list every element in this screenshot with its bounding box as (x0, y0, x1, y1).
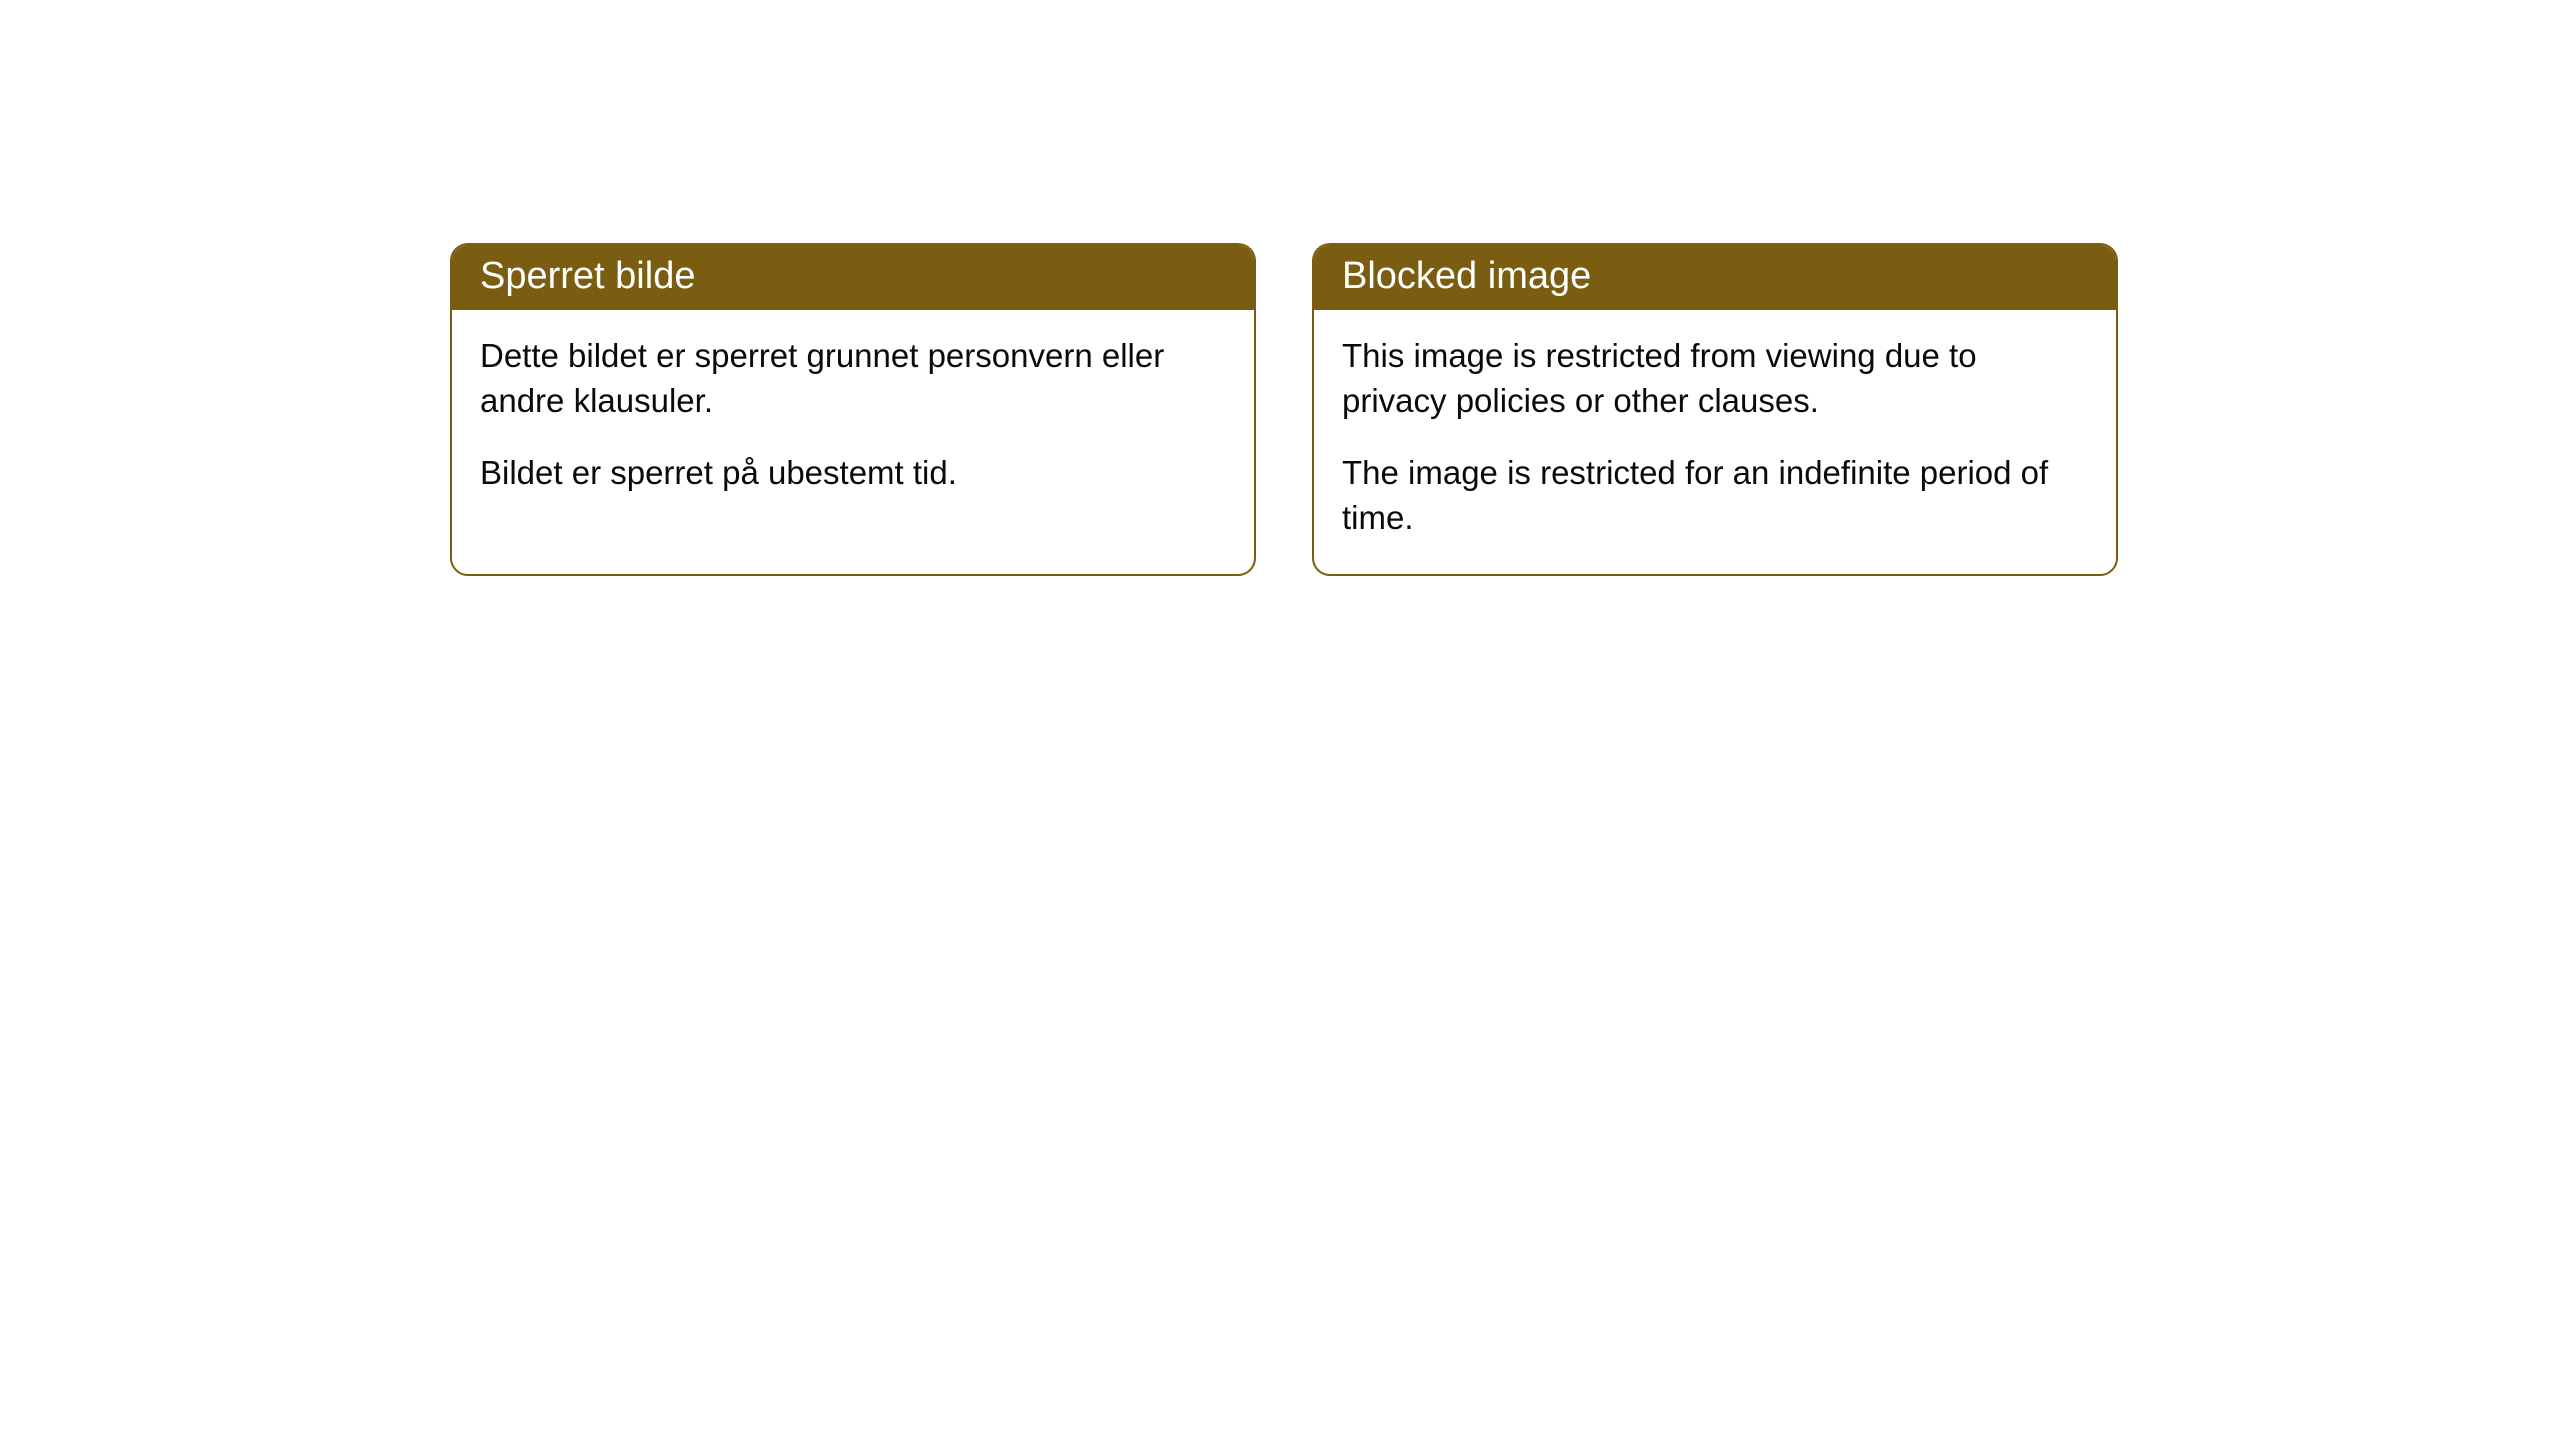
card-body-norwegian: Dette bildet er sperret grunnet personve… (452, 310, 1254, 530)
card-english: Blocked image This image is restricted f… (1312, 243, 2118, 576)
card-paragraph: The image is restricted for an indefinit… (1342, 451, 2088, 540)
card-header-english: Blocked image (1314, 245, 2116, 310)
card-paragraph: This image is restricted from viewing du… (1342, 334, 2088, 423)
card-norwegian: Sperret bilde Dette bildet er sperret gr… (450, 243, 1256, 576)
card-paragraph: Dette bildet er sperret grunnet personve… (480, 334, 1226, 423)
card-body-english: This image is restricted from viewing du… (1314, 310, 2116, 574)
card-paragraph: Bildet er sperret på ubestemt tid. (480, 451, 1226, 496)
cards-container: Sperret bilde Dette bildet er sperret gr… (450, 243, 2118, 576)
card-header-norwegian: Sperret bilde (452, 245, 1254, 310)
